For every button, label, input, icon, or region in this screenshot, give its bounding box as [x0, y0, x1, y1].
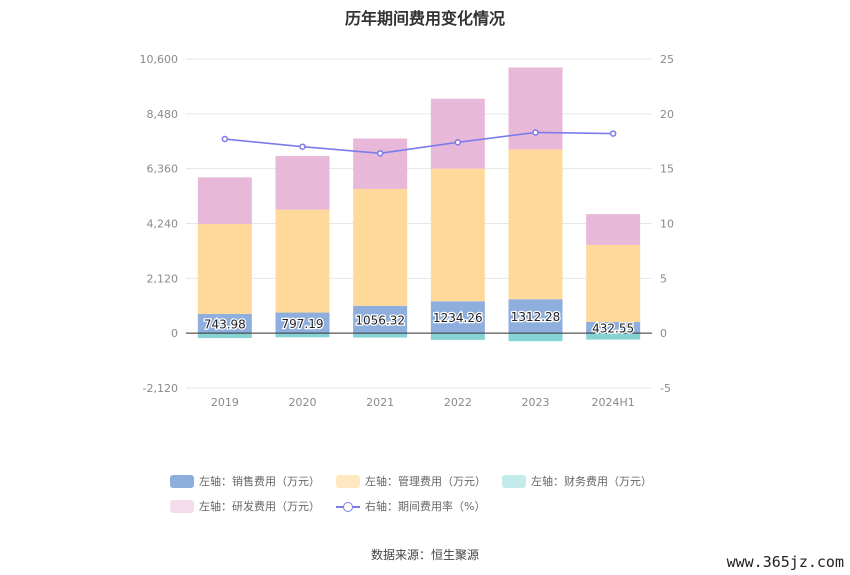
bar-sales [197, 313, 252, 334]
right-axis-tick-label: 5 [660, 272, 667, 285]
right-axis-tick-label: 25 [660, 53, 674, 66]
legend-item-sales[interactable]: 左轴：销售费用（万元） [170, 473, 320, 489]
rate-point [299, 143, 306, 150]
legend-label-sales: 左轴：销售费用（万元） [199, 475, 320, 488]
left-axis-tick-label: 0 [171, 327, 178, 340]
bar-sales [430, 301, 485, 334]
left-axis-tick-label: 4,240 [147, 218, 179, 231]
legend-label-rate: 右轴：期间费用率（%） [365, 500, 486, 513]
bar-admin [353, 188, 408, 306]
legend-swatch-sales [170, 474, 194, 488]
legend-swatch-rnd [170, 499, 194, 513]
right-axis-tick-label: 10 [660, 218, 674, 231]
right-axis-tick-label: -5 [660, 382, 671, 395]
legend-label-finance: 左轴：财务费用（万元） [531, 475, 652, 488]
bar-finance [430, 333, 485, 340]
bar-sales [353, 305, 408, 334]
bar-sales [275, 312, 330, 334]
data-label-sales: 1056.32 [355, 314, 405, 328]
data-label-sales: 1234.26 [433, 311, 483, 325]
bar-rnd [275, 156, 330, 210]
bar-admin [586, 244, 641, 322]
legend-item-finance[interactable]: 左轴：财务费用（万元） [502, 473, 652, 489]
left-axis-tick-label: -2,120 [143, 382, 178, 395]
right-axis-tick-label: 0 [660, 327, 667, 340]
bar-rnd [586, 214, 641, 245]
legend-swatch-rate [336, 500, 360, 513]
legend-label-admin: 左轴：管理费用（万元） [365, 475, 486, 488]
bar-admin [430, 168, 485, 302]
right-axis-tick-label: 20 [660, 108, 674, 121]
legend-label-rnd: 左轴：研发费用（万元） [199, 500, 320, 513]
data-source: 数据来源：恒生聚源 [370, 548, 479, 562]
right-axis-tick-label: 15 [660, 163, 674, 176]
legend-item-rnd[interactable]: 左轴：研发费用（万元） [170, 498, 320, 514]
rate-point [609, 130, 617, 137]
legend-item-admin[interactable]: 左轴：管理费用（万元） [336, 473, 486, 489]
bar-admin [275, 209, 330, 313]
legend-swatch-admin [336, 474, 360, 488]
x-axis-tick-label: 2020 [289, 396, 317, 409]
rate-point [221, 135, 229, 143]
data-label-sales: 797.19 [282, 317, 324, 331]
bar-finance [508, 333, 563, 342]
bar-finance [353, 333, 408, 338]
watermark: www.365jz.com [726, 553, 844, 571]
bar-sales [586, 321, 641, 334]
x-axis-tick-label: 2019 [211, 396, 239, 409]
bar-rnd [353, 138, 408, 189]
left-axis-tick-label: 8,480 [147, 108, 179, 121]
x-axis-tick-label: 2022 [444, 396, 472, 409]
left-axis-tick-label: 6,360 [147, 163, 179, 176]
rate-point [454, 139, 462, 146]
bar-finance [586, 333, 641, 340]
rate-line [224, 131, 614, 155]
x-axis-tick-label: 2024H1 [592, 396, 635, 409]
bar-rnd [197, 177, 252, 224]
chart-legend: 左轴：销售费用（万元） 左轴：管理费用（万元） 左轴：财务费用（万元） 左轴：研… [170, 472, 690, 522]
bar-admin [197, 223, 252, 314]
bar-rnd [508, 67, 563, 150]
chart-title: 历年期间费用变化情况 [344, 9, 505, 28]
left-axis-tick-label: 2,120 [147, 272, 179, 285]
data-label-sales: 743.98 [204, 318, 246, 332]
bar-finance [275, 333, 330, 338]
bar-rnd [430, 98, 485, 169]
chart-plot: -2,120 0 2,120 4,240 6,360 8,480 10,600 -5 0 5 10 1… [140, 53, 675, 409]
bar-sales [508, 299, 563, 334]
data-label-sales: 1312.28 [511, 310, 561, 324]
left-axis-tick-label: 10,600 [140, 53, 179, 66]
bar-admin [508, 149, 563, 300]
x-axis-tick-label: 2023 [522, 396, 550, 409]
rate-point [376, 150, 384, 157]
legend-swatch-finance [502, 474, 526, 488]
bar-finance [197, 333, 252, 339]
legend-item-rate[interactable]: 右轴：期间费用率（%） [336, 498, 485, 514]
data-label-sales: 432.55 [592, 322, 634, 336]
rate-point [532, 129, 539, 136]
x-axis-tick-label: 2021 [366, 396, 394, 409]
